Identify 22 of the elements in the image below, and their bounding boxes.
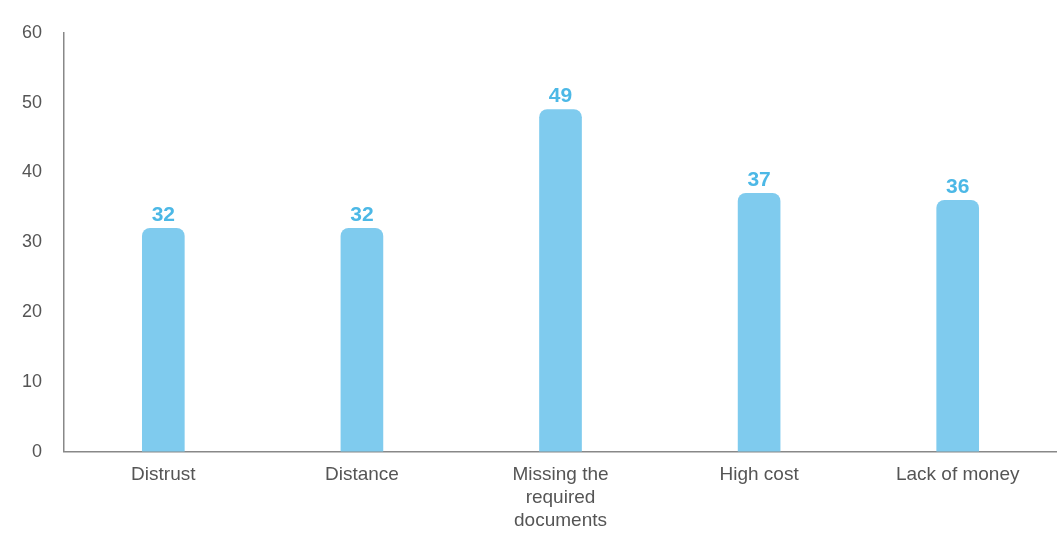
y-tick-label: 20 [21, 300, 43, 321]
y-tick-label: 10 [21, 370, 43, 391]
x-tick-label: High cost [719, 463, 800, 485]
y-tick-label: 0 [32, 440, 43, 461]
bar [737, 193, 781, 452]
y-tick-label: 60 [21, 21, 43, 42]
data-label: 36 [946, 173, 970, 197]
bar [539, 109, 582, 452]
x-tick-label: Distrust [131, 463, 197, 485]
bar [340, 227, 384, 452]
data-label: 32 [350, 201, 374, 225]
y-tick-label: 40 [21, 161, 43, 182]
y-tick-label: 50 [21, 91, 43, 112]
data-label: 32 [151, 201, 175, 225]
y-tick-label: 30 [21, 231, 43, 252]
x-tick-label: Distance [324, 463, 399, 485]
x-tick-label: Missing the required documents [512, 463, 609, 530]
x-tick-label: Lack of money [895, 463, 1020, 485]
bar [936, 199, 980, 452]
data-label: 49 [548, 82, 573, 106]
data-label: 37 [747, 166, 771, 190]
bar [141, 227, 185, 452]
